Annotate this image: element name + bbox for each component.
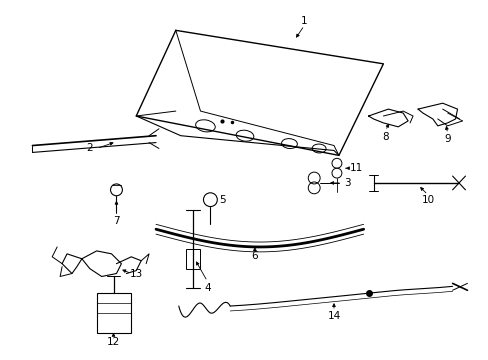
Text: 2: 2: [86, 144, 93, 153]
Text: 12: 12: [107, 337, 120, 347]
Text: 8: 8: [381, 132, 388, 142]
Text: 5: 5: [219, 195, 225, 205]
Text: 9: 9: [444, 134, 450, 144]
Text: 7: 7: [113, 216, 120, 226]
Text: 4: 4: [203, 283, 210, 293]
Text: 13: 13: [129, 269, 142, 279]
Text: 14: 14: [326, 311, 340, 321]
Text: 10: 10: [421, 195, 433, 205]
Text: 11: 11: [349, 163, 363, 173]
Text: 3: 3: [344, 178, 350, 188]
Text: 6: 6: [251, 251, 258, 261]
Text: 1: 1: [301, 15, 307, 26]
